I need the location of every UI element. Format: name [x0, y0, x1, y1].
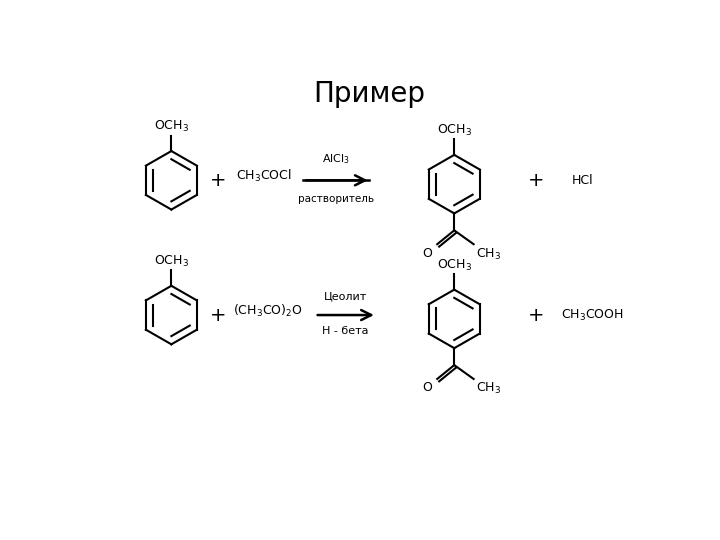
Text: CH$_3$: CH$_3$	[476, 247, 501, 261]
Text: +: +	[210, 306, 226, 325]
Text: +: +	[210, 171, 226, 190]
Text: CH$_3$COOH: CH$_3$COOH	[561, 307, 624, 322]
Text: растворитель: растворитель	[298, 194, 374, 204]
Text: CH$_3$COCl: CH$_3$COCl	[236, 168, 292, 185]
Text: Пример: Пример	[313, 80, 425, 108]
Text: +: +	[527, 171, 544, 190]
Text: OCH$_3$: OCH$_3$	[154, 119, 189, 134]
Text: +: +	[527, 306, 544, 325]
Text: O: O	[423, 381, 433, 394]
Text: OCH$_3$: OCH$_3$	[437, 123, 472, 138]
Text: AlCl$_3$: AlCl$_3$	[323, 153, 351, 166]
Text: (CH$_3$CO)$_2$O: (CH$_3$CO)$_2$O	[233, 303, 303, 319]
Text: OCH$_3$: OCH$_3$	[154, 254, 189, 269]
Text: O: O	[423, 247, 433, 260]
Text: Н - бета: Н - бета	[323, 326, 369, 336]
Text: OCH$_3$: OCH$_3$	[437, 258, 472, 273]
Text: CH$_3$: CH$_3$	[476, 381, 501, 396]
Text: HCl: HCl	[571, 174, 593, 187]
Text: Цеолит: Цеолит	[324, 291, 367, 301]
